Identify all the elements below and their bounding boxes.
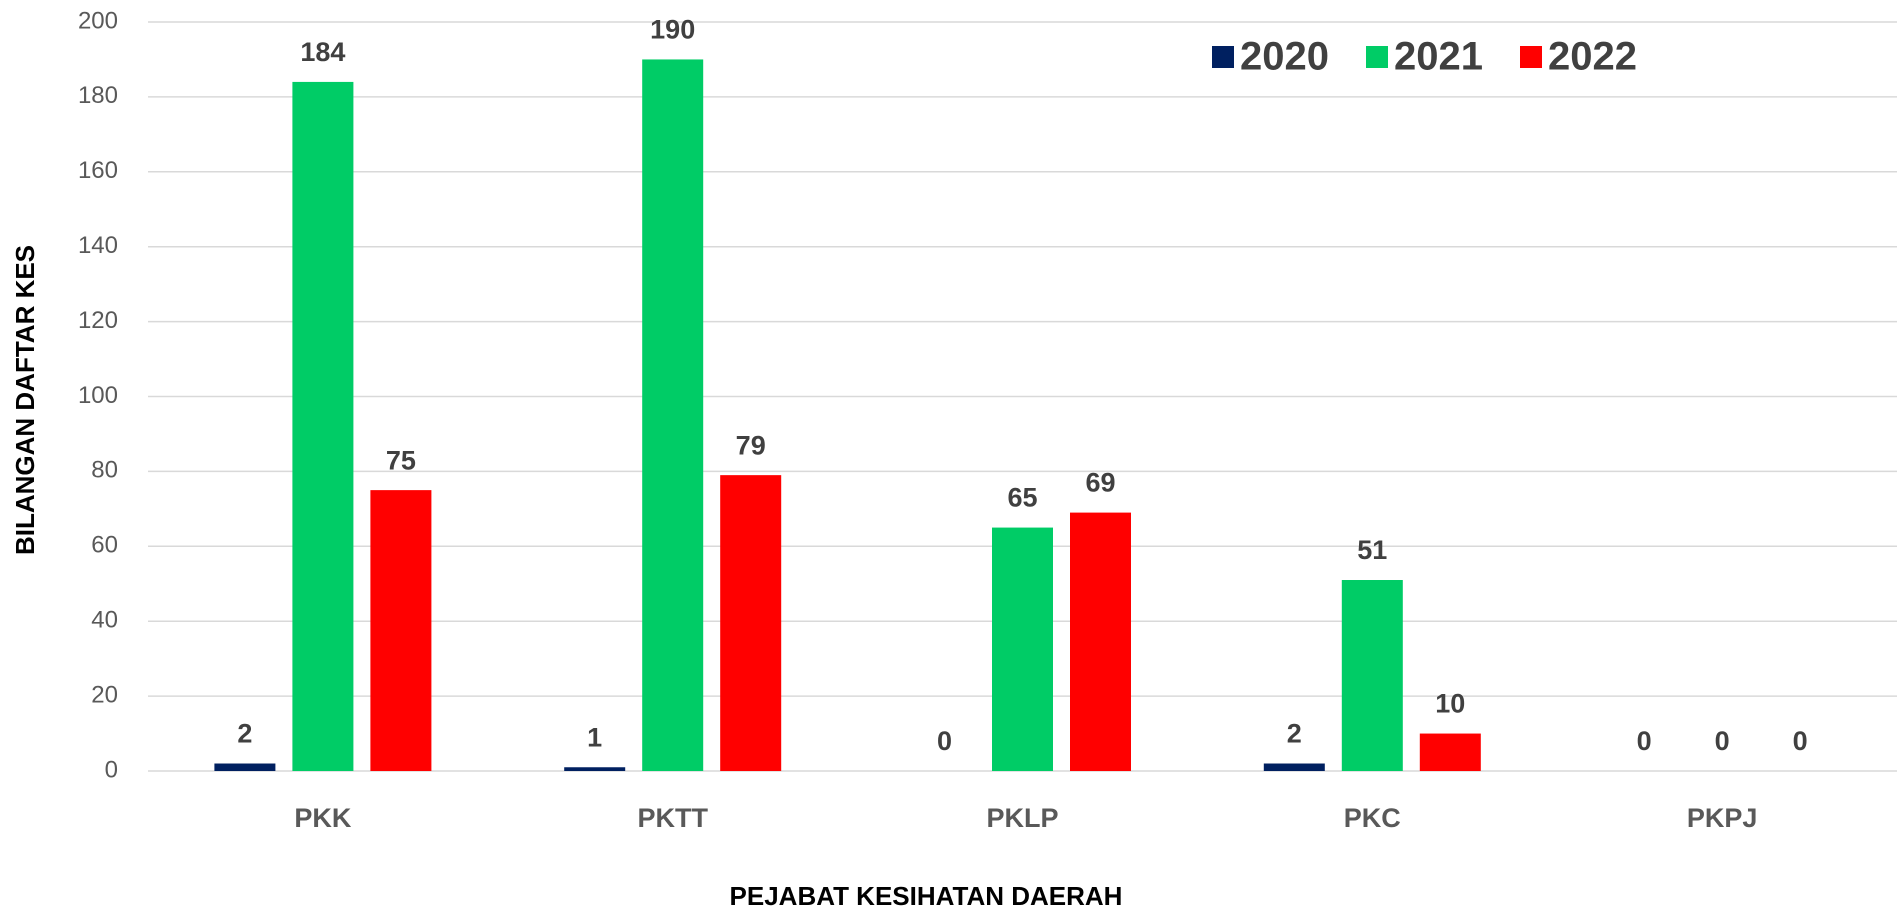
data-label: 0 (937, 726, 952, 756)
bar (642, 59, 704, 771)
y-tick-label: 140 (78, 232, 118, 259)
legend-swatch (1520, 46, 1542, 68)
y-tick-label: 60 (91, 532, 118, 559)
y-tick-label: 160 (78, 157, 118, 184)
legend-swatch (1212, 46, 1234, 68)
data-label: 75 (386, 445, 416, 475)
y-tick-label: 20 (91, 681, 118, 708)
bar (992, 527, 1053, 771)
data-label: 190 (650, 15, 695, 45)
data-label: 79 (736, 430, 766, 460)
legend-swatch (1366, 46, 1388, 68)
x-tick-label: PKK (294, 803, 352, 833)
x-tick-label: PKPJ (1687, 803, 1758, 833)
data-label: 2 (237, 719, 252, 749)
bar (214, 763, 276, 771)
bar (370, 490, 432, 771)
x-axis-title: PEJABAT KESIHATAN DAERAH (730, 881, 1123, 911)
y-axis-title: BILANGAN DAFTAR KES (10, 245, 40, 555)
x-tick-label: PKC (1344, 803, 1401, 833)
data-label: 69 (1085, 468, 1115, 498)
legend-label: 2022 (1548, 35, 1637, 79)
y-tick-label: 120 (78, 307, 118, 334)
data-label: 65 (1007, 483, 1037, 513)
bar (1070, 512, 1131, 771)
y-tick-label: 100 (78, 382, 118, 409)
x-tick-label: PKTT (637, 803, 708, 833)
y-tick-label: 40 (91, 607, 118, 634)
bar (1263, 763, 1325, 771)
bar (564, 767, 626, 771)
data-label: 10 (1435, 689, 1465, 719)
y-tick-label: 0 (105, 756, 118, 783)
legend-label: 2020 (1240, 35, 1329, 79)
bar (720, 475, 782, 771)
data-label: 0 (1637, 726, 1652, 756)
data-label: 51 (1357, 535, 1387, 565)
bar (1419, 733, 1481, 771)
data-label: 2 (1287, 719, 1302, 749)
y-tick-label: 80 (91, 457, 118, 484)
y-tick-label: 180 (78, 82, 118, 109)
data-label: 1 (587, 722, 602, 752)
y-tick-label: 200 (78, 7, 118, 34)
data-label: 0 (1715, 726, 1730, 756)
bar (292, 81, 354, 772)
x-tick-label: PKLP (986, 803, 1058, 833)
data-label: 184 (300, 37, 345, 67)
bar (1341, 580, 1403, 771)
legend-label: 2021 (1394, 35, 1483, 79)
data-label: 0 (1793, 726, 1808, 756)
